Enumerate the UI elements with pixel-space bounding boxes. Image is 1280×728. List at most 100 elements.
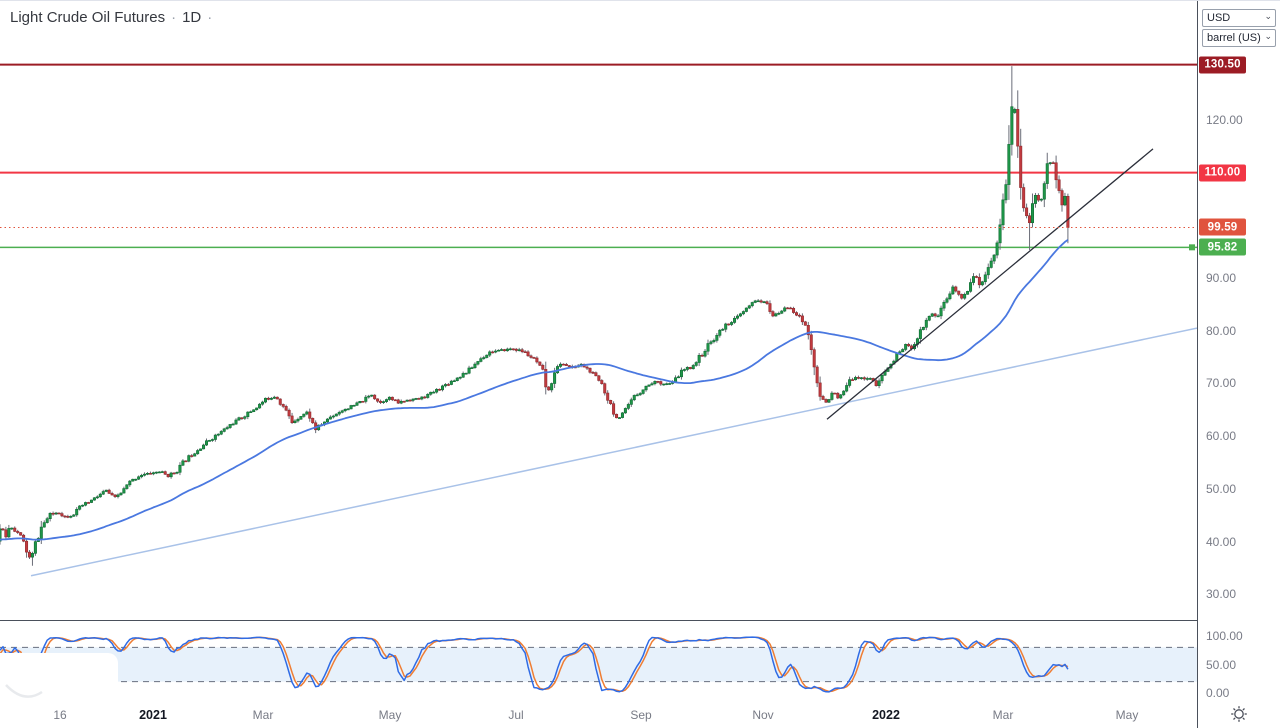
candle-down	[423, 396, 427, 399]
candle-down	[526, 351, 530, 357]
time-axis[interactable]: 16 2021 Mar May Jul Sep Nov 2022 Mar May	[0, 702, 1280, 728]
candle-up	[263, 397, 267, 403]
candle-down	[13, 527, 17, 532]
candle-down	[376, 398, 380, 402]
candle-up	[228, 424, 232, 428]
candle-up	[261, 401, 265, 405]
candle-up	[617, 417, 621, 419]
candle-down	[1, 528, 5, 531]
currency-select-wrap: USD ⌄	[1202, 8, 1276, 27]
candle-up	[343, 408, 347, 412]
candle-down	[561, 363, 565, 366]
candle-up	[225, 427, 229, 430]
candle-up	[980, 281, 984, 286]
candle-up	[358, 401, 362, 404]
candle-down	[172, 472, 176, 475]
candle-down	[591, 371, 595, 374]
time-label: May	[1115, 708, 1139, 722]
candle-up	[128, 480, 132, 486]
unit-select[interactable]: barrel (US)	[1202, 29, 1276, 47]
candle-up	[205, 440, 209, 446]
candle-up	[679, 369, 683, 378]
candle-down	[765, 301, 769, 304]
currency-select[interactable]: USD	[1202, 9, 1276, 27]
candle-down	[278, 398, 282, 405]
candle-up	[405, 399, 409, 402]
candle-down	[163, 471, 167, 475]
candle-down	[538, 361, 542, 366]
pane-divider[interactable]	[0, 620, 1280, 621]
price-tick-label: 80.00	[1206, 323, 1237, 338]
candle-down	[266, 397, 270, 400]
candle-down	[606, 392, 610, 401]
candle-down	[567, 365, 571, 367]
candle-down	[821, 396, 825, 400]
candle-down	[63, 515, 67, 518]
interval-label[interactable]: 1D	[182, 9, 202, 26]
candle-down	[1019, 145, 1023, 188]
candle-up	[620, 412, 624, 418]
candle-down	[166, 473, 170, 478]
price-badge-110.00: 110.00	[1199, 164, 1246, 182]
candle-up	[635, 394, 639, 397]
candle-up	[219, 431, 223, 435]
steep-uptrend-trendline[interactable]	[826, 148, 1154, 420]
level-anchor-marker[interactable]	[1189, 244, 1195, 251]
candle-down	[609, 400, 613, 404]
sma-50-line[interactable]	[0, 239, 1069, 541]
price-tick-label: 50.00	[1206, 481, 1237, 496]
candle-down	[1016, 109, 1020, 147]
candle-up	[703, 350, 707, 357]
candle-up	[939, 307, 943, 317]
candle-up	[443, 384, 447, 387]
candle-up	[1033, 194, 1037, 204]
candle-up	[715, 335, 719, 341]
candle-up	[880, 374, 884, 382]
candle-up	[355, 402, 359, 406]
candle-up	[381, 401, 385, 403]
candle-up	[485, 354, 489, 358]
time-label: Mar	[992, 708, 1014, 722]
candle-down	[874, 380, 878, 386]
candle-up	[780, 310, 784, 314]
candle-up	[966, 291, 970, 295]
candle-up	[877, 380, 881, 386]
candle-up	[1013, 109, 1017, 113]
watermark-blank	[0, 653, 118, 701]
candle-down	[594, 372, 598, 377]
candle-down	[379, 400, 383, 403]
candle-down	[806, 324, 810, 336]
candle-up	[1048, 162, 1052, 164]
candle-up	[626, 404, 630, 409]
long-uptrend-trendline[interactable]	[30, 327, 1197, 577]
price-axis[interactable]: 120.00 90.00 80.00 70.00 60.00 50.00 40.00 30.0…	[1197, 1, 1280, 702]
stochastic-pane	[0, 636, 1197, 693]
candle-up	[777, 312, 781, 315]
candle-up	[199, 448, 203, 451]
price-badge-99.59: 99.59	[1199, 218, 1246, 236]
candle-up	[334, 413, 338, 417]
candle-down	[535, 357, 539, 363]
candle-up	[231, 423, 235, 426]
candle-up	[508, 348, 512, 351]
candle-down	[284, 406, 288, 411]
candle-down	[789, 307, 793, 310]
candle-up	[101, 491, 105, 495]
settings-sun-gear-icon[interactable]	[1230, 705, 1248, 723]
candle-down	[240, 417, 244, 419]
candle-up	[45, 518, 49, 523]
candle-up	[983, 274, 987, 283]
candle-up	[924, 319, 928, 328]
candle-down	[856, 377, 860, 379]
candle-up	[550, 383, 554, 391]
candle-up	[140, 474, 144, 478]
symbol-title[interactable]: Light Crude Oil Futures	[10, 9, 166, 26]
candle-up	[72, 514, 76, 517]
candle-down	[190, 455, 194, 457]
candle-up	[157, 471, 161, 474]
candle-down	[977, 276, 981, 286]
candle-up	[455, 377, 459, 382]
candle-up	[738, 313, 742, 317]
chart-canvas[interactable]	[0, 1, 1197, 728]
candle-down	[612, 403, 616, 415]
